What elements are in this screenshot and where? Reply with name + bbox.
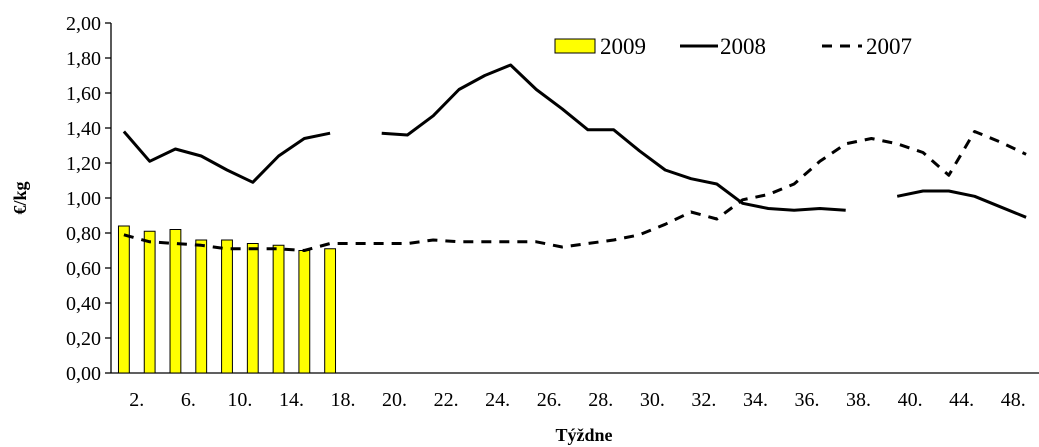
x-tick-label: 28. bbox=[588, 389, 613, 411]
x-tick-label: 6. bbox=[181, 389, 196, 411]
x-tick-label: 14. bbox=[279, 389, 304, 411]
x-axis-title: Týždne bbox=[555, 425, 612, 445]
legend-swatch-2009 bbox=[554, 38, 596, 54]
line-2008 bbox=[122, 63, 1027, 219]
line-2007 bbox=[123, 130, 1027, 252]
bar-series-2009 bbox=[117, 225, 337, 374]
bar bbox=[246, 243, 259, 374]
bar bbox=[117, 225, 130, 374]
x-tick-label: 40. bbox=[898, 389, 923, 411]
x-tick-label: 20. bbox=[382, 389, 407, 411]
line-series bbox=[122, 63, 1027, 252]
y-tick-label: 1,00 bbox=[66, 188, 101, 210]
y-tick-label: 1,60 bbox=[66, 83, 101, 105]
y-tick-label: 0,00 bbox=[66, 363, 101, 385]
bar bbox=[221, 239, 233, 374]
bar bbox=[324, 248, 337, 374]
legend-label-2007: 2007 bbox=[866, 34, 912, 59]
bar bbox=[169, 229, 182, 374]
chart-axes: 0,00 0,20 0,40 0,60 0,80 1,00 1,20 1,40 1,60 1,80… bbox=[66, 13, 1039, 411]
y-axis-title: €/kg bbox=[10, 181, 30, 214]
y-tick-label: 2,00 bbox=[66, 13, 101, 35]
y-tick-label: 0,40 bbox=[66, 293, 101, 315]
y-tick-label: 1,80 bbox=[66, 48, 101, 70]
x-tick-label: 36. bbox=[795, 389, 820, 411]
x-tick-label: 22. bbox=[434, 389, 459, 411]
x-tick-label: 48. bbox=[1001, 389, 1026, 411]
y-tick-label: 0,60 bbox=[66, 258, 101, 280]
x-tick-label: 24. bbox=[485, 389, 510, 411]
legend-label-2009: 2009 bbox=[600, 34, 646, 59]
x-tick-label: 2. bbox=[129, 389, 144, 411]
y-tick-label: 1,20 bbox=[66, 153, 101, 175]
bar bbox=[143, 230, 156, 374]
bar bbox=[298, 250, 311, 374]
x-tick-label: 26. bbox=[537, 389, 562, 411]
x-tick-label: 38. bbox=[846, 389, 871, 411]
x-tick-label: 44. bbox=[949, 389, 974, 411]
y-tick-label: 0,80 bbox=[66, 223, 101, 245]
x-tick-label: 10. bbox=[227, 389, 252, 411]
x-tick-label: 18. bbox=[331, 389, 356, 411]
bar bbox=[272, 244, 285, 374]
y-tick-label: 0,20 bbox=[66, 328, 101, 350]
bar bbox=[195, 239, 208, 374]
x-tick-label: 34. bbox=[743, 389, 768, 411]
y-tick-label: 1,40 bbox=[66, 118, 101, 140]
legend: 2009 2008 2007 bbox=[554, 34, 912, 59]
x-tick-label: 30. bbox=[640, 389, 665, 411]
legend-label-2008: 2008 bbox=[720, 34, 766, 59]
x-tick-label: 32. bbox=[691, 389, 716, 411]
